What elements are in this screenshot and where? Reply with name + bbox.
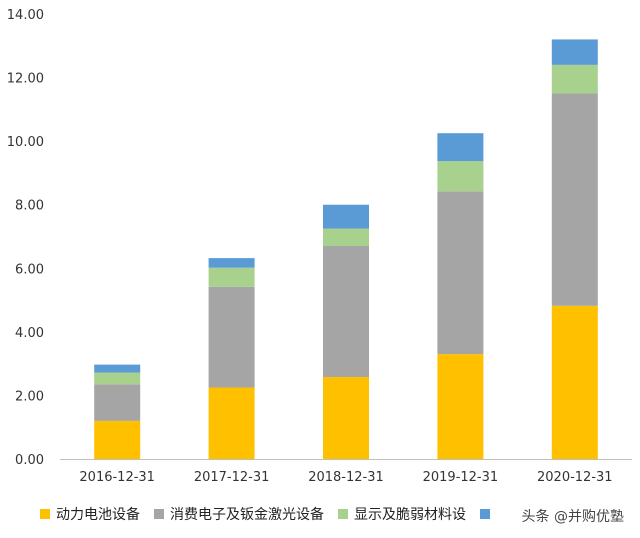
bar-segment bbox=[94, 420, 141, 459]
legend-item-power-battery: 动力电池设备 bbox=[40, 504, 140, 524]
bar-segment bbox=[437, 354, 484, 459]
x-axis-ticks: 2016-12-31 2017-12-31 2018-12-31 2019-12-31… bbox=[79, 470, 612, 485]
legend-swatch bbox=[338, 509, 348, 519]
watermark: 头条 @并购优塾 bbox=[519, 506, 626, 526]
y-tick-label: 12.00 bbox=[7, 72, 44, 87]
bar-segment bbox=[94, 384, 141, 421]
bar-segment bbox=[94, 372, 141, 385]
bar-segment bbox=[437, 191, 484, 355]
legend-swatch bbox=[40, 509, 50, 519]
bar-segment bbox=[437, 133, 484, 162]
y-tick-label: 6.00 bbox=[15, 262, 44, 277]
bar-segment bbox=[94, 364, 141, 373]
stacked-bar-chart: 0.00 2.00 4.00 6.00 8.00 10.00 12.00 14.00 2016… bbox=[7, 8, 632, 485]
bar-segment bbox=[323, 246, 369, 377]
y-tick-label: 4.00 bbox=[15, 326, 44, 341]
y-tick-label: 10.00 bbox=[7, 135, 44, 150]
x-tick-label: 2020-12-31 bbox=[537, 470, 613, 485]
bar-segment bbox=[551, 64, 598, 94]
y-tick-label: 2.00 bbox=[15, 389, 44, 404]
legend-swatch bbox=[480, 509, 490, 519]
bar-segment bbox=[323, 204, 369, 229]
bar-segment bbox=[437, 161, 484, 192]
legend-item-display: 显示及脆弱材料设 bbox=[338, 504, 466, 524]
x-tick-label: 2019-12-31 bbox=[423, 470, 499, 485]
x-tick-label: 2016-12-31 bbox=[79, 470, 155, 485]
legend-swatch bbox=[154, 509, 164, 519]
bar-segment bbox=[208, 286, 255, 388]
bar-segment bbox=[551, 39, 598, 65]
y-tick-label: 8.00 bbox=[15, 199, 44, 214]
bar-segment bbox=[208, 387, 255, 459]
legend-item-other bbox=[480, 509, 496, 519]
bars bbox=[94, 39, 598, 459]
x-tick-label: 2017-12-31 bbox=[194, 470, 270, 485]
legend-label: 动力电池设备 bbox=[56, 507, 140, 523]
legend-label: 显示及脆弱材料设 bbox=[354, 507, 466, 523]
bar-segment bbox=[323, 228, 369, 247]
x-tick-label: 2018-12-31 bbox=[308, 470, 384, 485]
bar-segment bbox=[551, 305, 598, 459]
legend: 动力电池设备 消费电子及钣金激光设备 显示及脆弱材料设 bbox=[40, 504, 496, 524]
y-tick-label: 0.00 bbox=[15, 453, 44, 468]
bar-segment bbox=[208, 267, 255, 287]
bar-segment bbox=[208, 258, 255, 268]
bar-segment bbox=[551, 93, 598, 306]
y-tick-label: 14.00 bbox=[7, 8, 44, 23]
bar-segment bbox=[323, 376, 369, 459]
legend-item-consumer-electronics: 消费电子及钣金激光设备 bbox=[154, 504, 324, 524]
y-axis-ticks: 0.00 2.00 4.00 6.00 8.00 10.00 12.00 14.00 bbox=[7, 8, 44, 468]
legend-label: 消费电子及钣金激光设备 bbox=[170, 507, 324, 523]
